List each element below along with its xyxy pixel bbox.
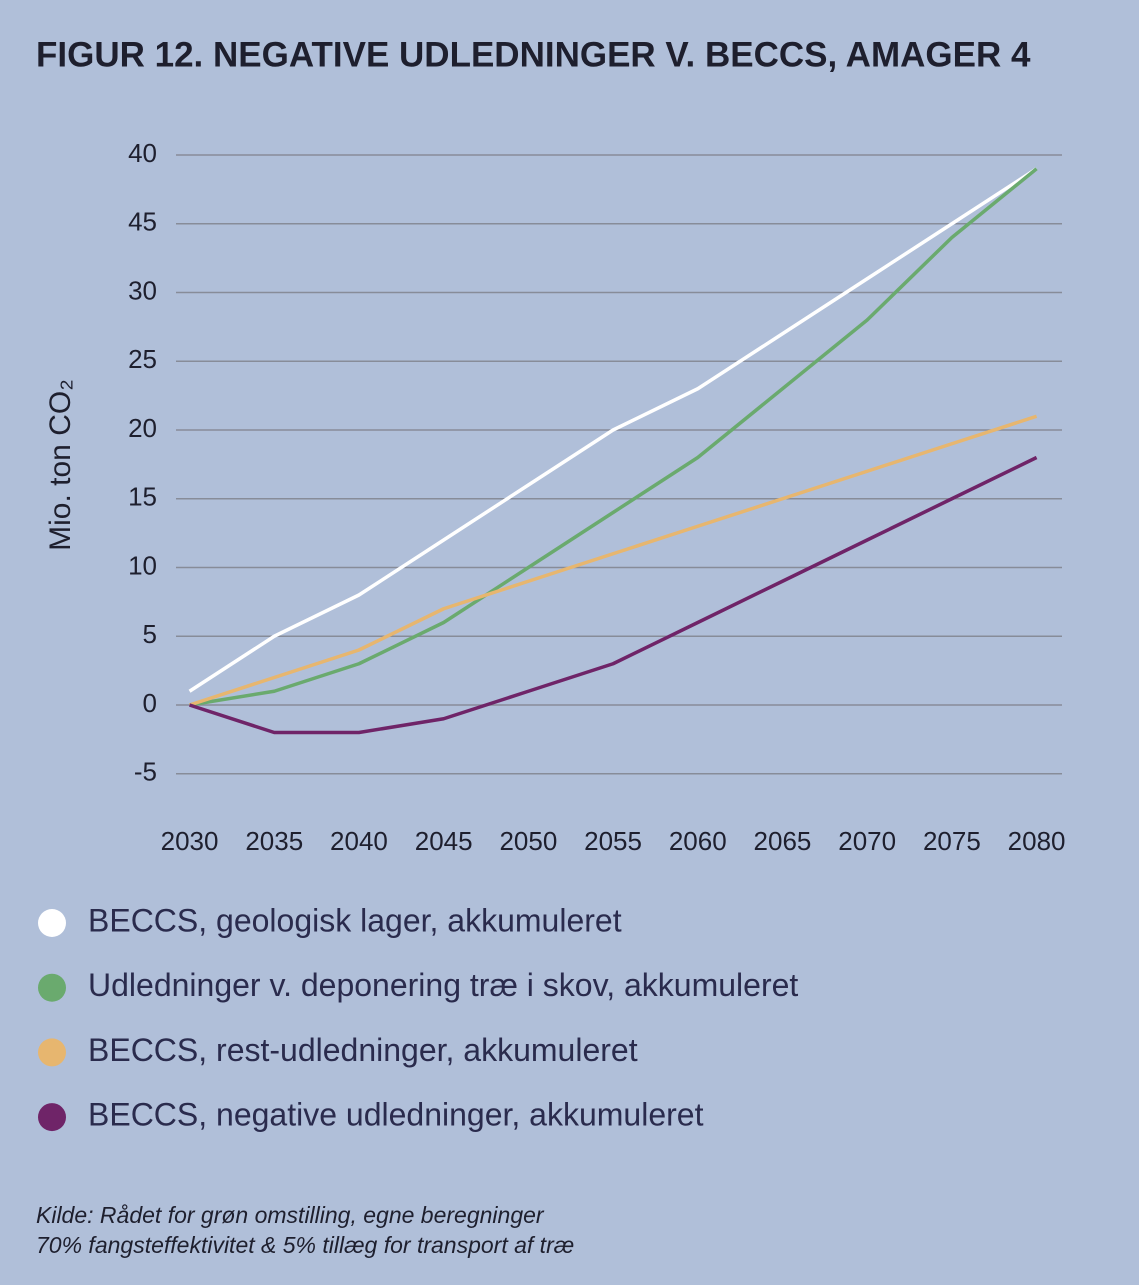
chart-title: FIGUR 12. NEGATIVE UDLEDNINGER V. BECCS,…	[36, 35, 1031, 74]
legend-marker	[38, 973, 66, 1002]
y-tick-label: 25	[128, 344, 157, 374]
series-line	[189, 455, 1038, 735]
y-tick-label: 20	[128, 413, 157, 443]
y-tick-label: 5	[143, 619, 157, 649]
source-note: 70% fangsteffektivitet & 5% tillæg for t…	[36, 1232, 574, 1258]
series-line	[189, 414, 1038, 707]
x-tick-label: 2055	[584, 826, 642, 856]
legend-label: BECCS, rest-udledninger, akkumuleret	[88, 1032, 638, 1068]
legend-label: BECCS, negative udledninger, akkumuleret	[88, 1097, 704, 1133]
x-tick-label: 2050	[499, 826, 557, 856]
x-tick-label: 2070	[838, 826, 896, 856]
y-tick-label: 40	[128, 138, 157, 168]
x-tick-label: 2075	[923, 826, 981, 856]
x-tick-label: 2080	[1008, 826, 1066, 856]
x-tick-label: 2035	[245, 826, 303, 856]
x-tick-label: 2030	[161, 826, 219, 856]
legend-marker	[38, 1038, 66, 1067]
x-tick-label: 2065	[754, 826, 812, 856]
legend-label: Udledninger v. deponering træ i skov, ak…	[88, 967, 798, 1003]
y-tick-label: 45	[128, 207, 157, 237]
y-tick-label: 30	[128, 275, 157, 305]
series-line	[188, 167, 1038, 693]
x-tick-label: 2060	[669, 826, 727, 856]
y-tick-label: 0	[143, 688, 157, 718]
y-tick-label: 10	[128, 550, 157, 580]
x-tick-label: 2040	[330, 826, 388, 856]
legend-label: BECCS, geologisk lager, akkumuleret	[88, 902, 622, 938]
series-line	[189, 167, 1038, 707]
y-axis-label: Mio. ton CO₂	[44, 379, 77, 551]
x-tick-label: 2045	[415, 826, 473, 856]
y-tick-label: -5	[134, 757, 157, 787]
source-note: Kilde: Rådet for grøn omstilling, egne b…	[36, 1202, 545, 1228]
legend-marker	[38, 1103, 66, 1132]
legend-marker	[38, 909, 66, 937]
y-tick-label: 15	[128, 482, 157, 512]
